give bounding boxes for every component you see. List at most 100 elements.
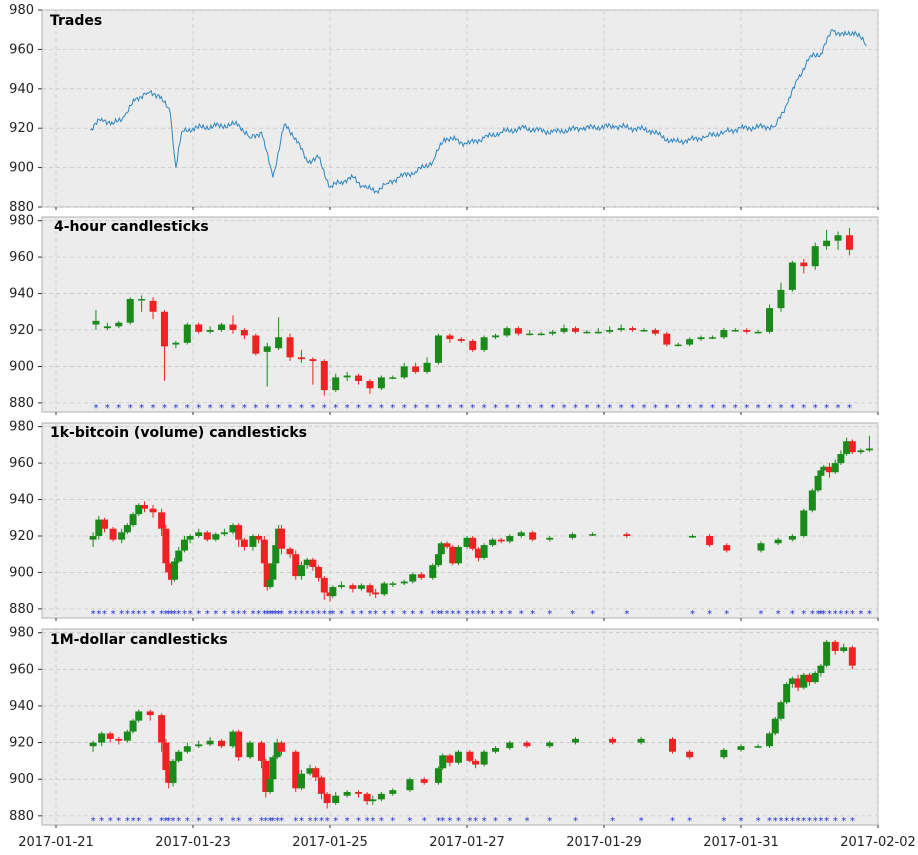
candle-body	[206, 329, 214, 332]
sample-marker: *	[413, 403, 418, 414]
candle-body	[640, 329, 648, 332]
sample-marker: *	[319, 816, 324, 827]
sample-marker: *	[459, 403, 464, 414]
candle-body	[292, 751, 300, 789]
candle-body	[195, 324, 203, 332]
four-hour-y-tick-label: 900	[9, 359, 34, 374]
candle-body	[277, 528, 285, 549]
sample-marker: *	[166, 609, 171, 620]
sample-marker: *	[550, 403, 555, 414]
candle-body	[537, 333, 545, 336]
candle-body	[474, 548, 482, 558]
volume-grid	[42, 423, 879, 621]
sample-marker: *	[619, 403, 624, 414]
candle-body	[594, 331, 602, 334]
candle-body	[865, 448, 873, 451]
candle-body	[255, 535, 263, 540]
candle-body	[269, 757, 277, 780]
sample-marker: *	[801, 816, 806, 827]
dollar-grid	[42, 629, 879, 828]
candle-body	[306, 768, 314, 774]
sample-marker: *	[136, 609, 141, 620]
sample-marker: *	[230, 403, 235, 414]
sample-marker: *	[159, 816, 164, 827]
candle-body	[135, 711, 143, 721]
candle-body	[669, 738, 676, 752]
x-tick-label: 2017-01-27	[429, 835, 505, 850]
sample-marker: *	[91, 816, 96, 827]
sample-marker: *	[470, 609, 475, 620]
candle-body	[355, 792, 363, 794]
sample-marker: *	[807, 816, 812, 827]
sample-marker: *	[841, 816, 846, 827]
sample-marker: *	[507, 816, 512, 827]
sample-marker: *	[402, 609, 407, 620]
candle-body	[377, 793, 385, 800]
sample-marker: *	[293, 609, 298, 620]
sample-marker: *	[801, 609, 806, 620]
candle-body	[240, 539, 248, 547]
sample-marker: *	[163, 816, 168, 827]
sample-marker: *	[213, 609, 218, 620]
sample-marker: *	[182, 609, 187, 620]
candle-body	[629, 328, 637, 330]
four-hour-y-tick-label: 960	[9, 250, 34, 265]
candle-body	[315, 566, 323, 578]
sample-marker: *	[482, 403, 487, 414]
candle-body	[686, 751, 694, 758]
sample-marker: *	[827, 609, 832, 620]
sample-marker: *	[196, 609, 201, 620]
candle-body	[162, 742, 170, 771]
sample-marker: *	[790, 609, 795, 620]
candle-body	[218, 740, 226, 747]
sample-marker: *	[330, 609, 335, 620]
candle-body	[343, 792, 351, 796]
x-axis: 2017-01-21 2017-01-23 2017-01-25 2017-01-27…	[18, 835, 916, 850]
sample-marker: *	[519, 609, 524, 620]
sample-marker: *	[699, 403, 704, 414]
sample-marker: *	[573, 403, 578, 414]
sample-marker: *	[105, 403, 110, 414]
candle-body	[183, 746, 191, 752]
sample-marker: *	[440, 816, 445, 827]
sample-marker: *	[230, 609, 235, 620]
candle-body	[429, 565, 437, 578]
candle-body	[446, 755, 454, 763]
candle-body	[309, 359, 317, 361]
candle-body	[583, 331, 591, 334]
sample-marker: *	[524, 816, 529, 827]
candle-body	[606, 329, 614, 332]
candle-body	[206, 740, 214, 745]
candle-body	[811, 246, 819, 267]
sample-marker: *	[818, 816, 823, 827]
sample-marker: *	[268, 816, 273, 827]
candle-body	[323, 793, 331, 804]
candle-body	[172, 342, 180, 345]
candle-body	[497, 539, 505, 542]
sample-marker: *	[248, 816, 253, 827]
sample-marker: *	[222, 609, 227, 620]
sample-marker: *	[847, 403, 852, 414]
sample-marker: *	[821, 609, 826, 620]
sample-marker: *	[236, 609, 241, 620]
sample-marker: *	[570, 609, 575, 620]
sample-marker: *	[128, 403, 133, 414]
sample-marker: *	[676, 403, 681, 414]
candle-body	[720, 329, 728, 338]
sample-marker: *	[504, 403, 509, 414]
sample-marker: *	[253, 403, 258, 414]
sample-marker: *	[365, 816, 370, 827]
sample-marker: *	[573, 816, 578, 827]
candle-body	[777, 289, 785, 309]
candle-body	[529, 532, 537, 540]
candle-body	[332, 795, 340, 804]
x-tick-label: 2017-02-02	[840, 835, 916, 850]
candle-body	[663, 333, 671, 345]
candle-body	[723, 545, 731, 551]
dollar-y-ticks: 880 900 920 940 960 980	[9, 626, 42, 824]
sample-marker: *	[778, 816, 783, 827]
candle-body	[212, 534, 220, 540]
sample-marker: *	[516, 403, 521, 414]
sample-marker: *	[171, 816, 176, 827]
